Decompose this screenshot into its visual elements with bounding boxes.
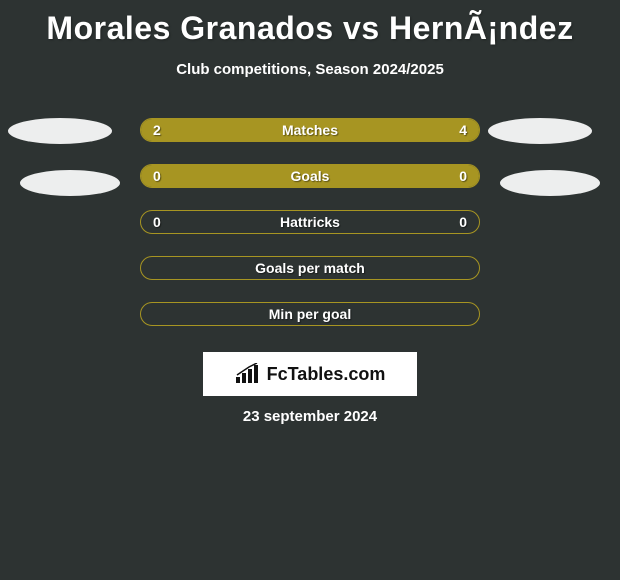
- bar-row: 0 Hattricks 0: [140, 210, 480, 234]
- bar-label: Goals per match: [141, 260, 479, 276]
- bar-row: 0 Goals 0: [140, 164, 480, 188]
- bar-value-right: 0: [459, 168, 467, 184]
- page-title: Morales Granados vs HernÃ¡ndez: [0, 0, 620, 47]
- bar-chart-icon: [235, 363, 263, 385]
- bar-label: Min per goal: [141, 306, 479, 322]
- bar-value-right: 0: [459, 214, 467, 230]
- bar-row: 2 Matches 4: [140, 118, 480, 142]
- date-label: 23 september 2024: [0, 408, 620, 425]
- bar-group: 2 Matches 4 0 Goals 0 0 Hattricks 0 Goal…: [140, 118, 480, 348]
- bar-label: Goals: [141, 168, 479, 184]
- player-left-logo-1: [8, 118, 112, 144]
- bar-row: Goals per match: [140, 256, 480, 280]
- fctables-logo: FcTables.com: [203, 352, 417, 396]
- player-right-logo-1: [488, 118, 592, 144]
- comparison-chart: 2 Matches 4 0 Goals 0 0 Hattricks 0 Goal…: [0, 118, 620, 348]
- bar-label: Hattricks: [141, 214, 479, 230]
- bar-value-right: 4: [459, 122, 467, 138]
- page-subtitle: Club competitions, Season 2024/2025: [0, 61, 620, 78]
- player-right-logo-2: [500, 170, 600, 196]
- bar-row: Min per goal: [140, 302, 480, 326]
- player-left-logo-2: [20, 170, 120, 196]
- logo-text: FcTables.com: [267, 364, 386, 385]
- bar-label: Matches: [141, 122, 479, 138]
